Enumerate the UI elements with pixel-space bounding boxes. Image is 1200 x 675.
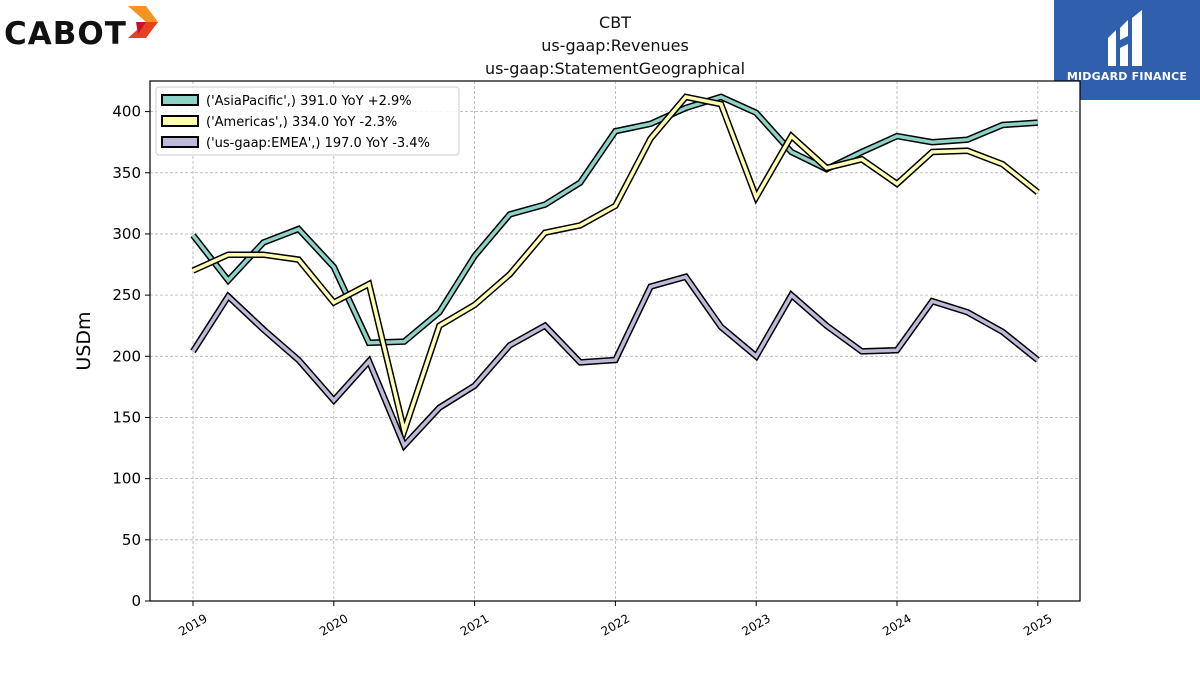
chart-title-block: CBT us-gaap:Revenues us-gaap:StatementGe… xyxy=(415,11,815,80)
cabot-logo: CABOT xyxy=(4,6,164,52)
y-tick-label: 150 xyxy=(112,408,141,426)
legend-swatch-0 xyxy=(161,94,199,106)
midgard-finance-logo: MIDGARD FINANCE xyxy=(1054,0,1200,100)
y-tick-label: 0 xyxy=(131,592,141,610)
y-tick-label: 200 xyxy=(112,347,141,365)
y-tick-label: 400 xyxy=(112,103,141,121)
y-tick-label: 50 xyxy=(122,531,141,549)
x-tick-label: 2019 xyxy=(176,611,209,638)
plot-frame xyxy=(149,80,1081,602)
series-line-1 xyxy=(192,94,1039,438)
cabot-logo-icon xyxy=(128,6,158,38)
chart-subtitle-1: us-gaap:Revenues xyxy=(541,36,689,55)
legend-label-1: ('Americas',) 334.0 YoY -2.3% xyxy=(206,115,397,130)
x-tick-label: 2020 xyxy=(317,611,350,638)
chart-title: CBT xyxy=(599,13,631,32)
x-tick-label: 2022 xyxy=(599,611,632,638)
y-tick-label: 100 xyxy=(112,470,141,488)
legend-box xyxy=(155,86,460,156)
legend-swatch-2 xyxy=(161,136,199,148)
series-line-2 xyxy=(191,274,1039,449)
y-axis-label: USDm xyxy=(73,311,95,370)
legend-swatch-1 xyxy=(161,115,199,127)
y-tick-label: 300 xyxy=(112,225,141,243)
legend-label-0: ('AsiaPacific',) 391.0 YoY +2.9% xyxy=(206,94,412,109)
x-tick-label: 2025 xyxy=(1021,611,1054,638)
chart-subtitle-2: us-gaap:StatementGeographical xyxy=(484,59,746,78)
y-tick-label: 250 xyxy=(112,286,141,304)
cabot-logo-text: CABOT xyxy=(4,16,127,52)
midgard-logo-icon xyxy=(1108,10,1142,66)
x-tick-label: 2021 xyxy=(458,611,491,638)
x-tick-label: 2024 xyxy=(880,611,913,638)
y-tick-label: 350 xyxy=(112,164,141,182)
legend-label-2: ('us-gaap:EMEA',) 197.0 YoY -3.4% xyxy=(206,136,430,151)
x-tick-label: 2023 xyxy=(739,611,772,638)
midgard-logo-text: MIDGARD FINANCE xyxy=(1066,70,1188,83)
series-line-0 xyxy=(191,95,1038,345)
